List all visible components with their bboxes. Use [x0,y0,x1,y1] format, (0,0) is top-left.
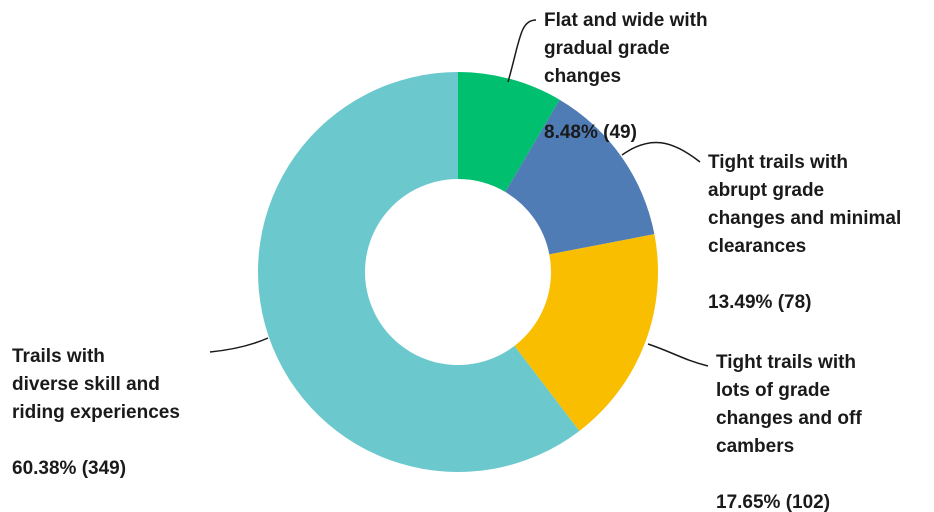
slice-label-3: Tight trails with lots of grade changes an… [716,352,862,512]
slice-label-1: Flat and wide with gradual grade changes 8.… [544,10,708,143]
donut-slice-4 [257,72,580,472]
leader-line-1 [507,19,537,83]
donut-slice-3 [514,234,658,431]
donut-slice-1 [458,72,560,192]
leader-line-4 [209,337,269,353]
slice-label-4: Trails with diverse skill and riding exper… [12,346,180,479]
donut-slice-2 [505,99,655,255]
leader-line-3 [647,343,709,367]
slice-label-2: Tight trails with abrupt grade changes and… [708,152,901,313]
slice-value-4: 60.38% (349) [12,458,126,479]
slice-value-2: 13.49% (78) [708,292,812,313]
slice-value-3: 17.65% (102) [716,492,830,512]
slice-value-1: 8.48% (49) [544,122,637,143]
leader-line-2 [621,141,701,163]
